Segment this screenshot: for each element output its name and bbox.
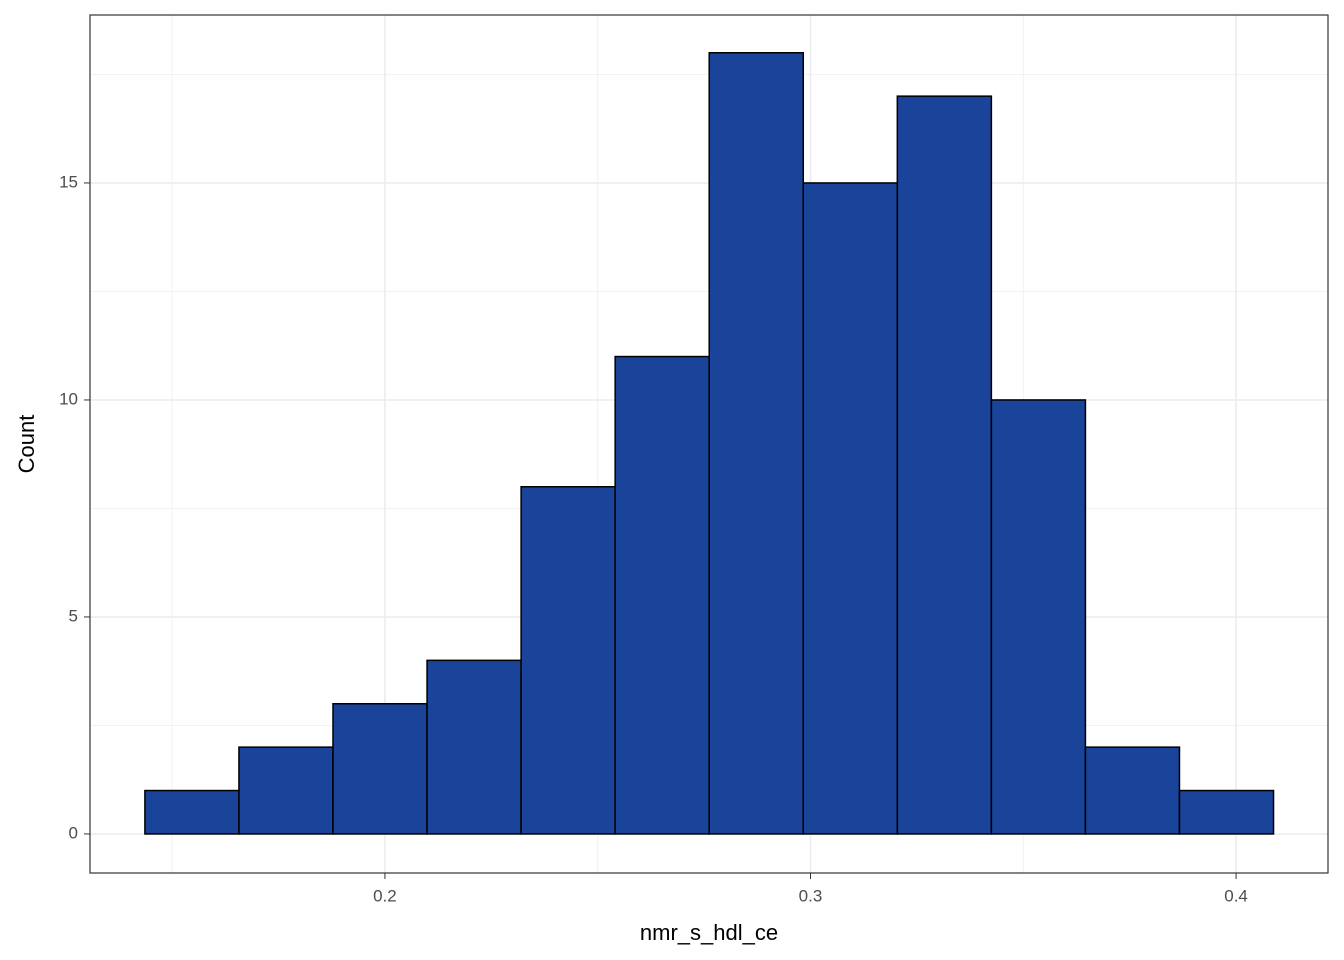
y-axis-title: Count — [14, 415, 39, 474]
x-tick-label: 0.2 — [373, 886, 397, 905]
bar — [614, 355, 710, 835]
bar — [802, 182, 899, 835]
y-tick-label: 10 — [59, 389, 78, 408]
bar — [520, 485, 616, 835]
bar — [144, 789, 240, 835]
bar — [1084, 746, 1181, 835]
bar — [238, 746, 334, 835]
y-tick-label: 5 — [69, 606, 78, 625]
bar — [896, 95, 993, 835]
x-tick-label: 0.3 — [799, 886, 823, 905]
plot-border — [89, 14, 1329, 874]
bar — [708, 52, 805, 835]
x-axis-title: nmr_s_hdl_ce — [640, 920, 778, 945]
bar — [990, 399, 1087, 835]
y-tick-label: 15 — [59, 172, 78, 191]
bar — [426, 659, 522, 835]
bar — [1178, 789, 1275, 835]
bar — [332, 702, 428, 835]
y-tick-label: 0 — [69, 823, 78, 842]
x-tick-label: 0.4 — [1224, 886, 1248, 905]
